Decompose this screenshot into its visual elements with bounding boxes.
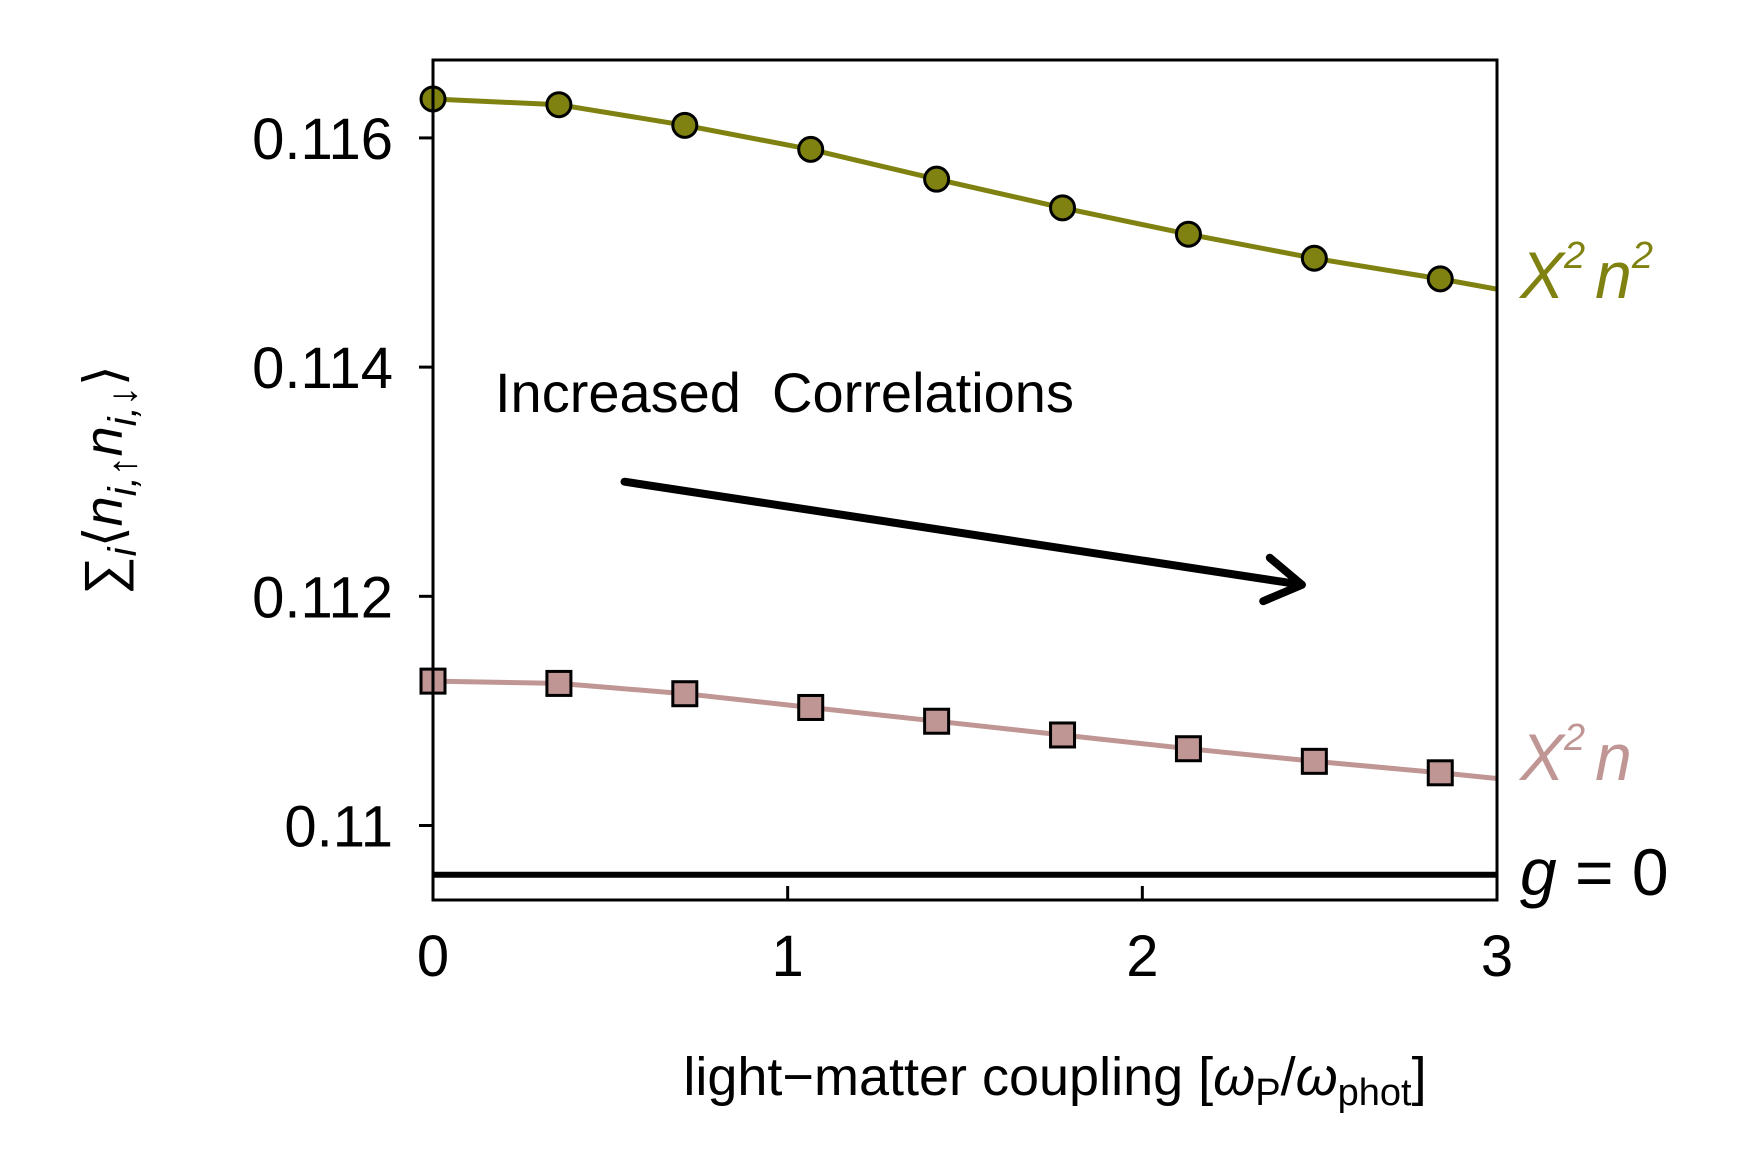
x-axis-title: light−matter coupling [ωP/ωphot] <box>683 1047 1426 1114</box>
series-label-x2n2: X2 n2 <box>1518 235 1653 312</box>
data-point <box>1049 194 1077 222</box>
plot-frame <box>431 58 1499 902</box>
x-tick-label: 1 <box>772 924 804 989</box>
annotation-arrow-head <box>1259 553 1306 606</box>
data-point <box>1174 220 1202 248</box>
series-label-x2n: X2 n <box>1518 717 1632 794</box>
series-line-1 <box>433 678 1497 781</box>
data-point <box>1049 721 1077 749</box>
y-tick-label: 0.116 <box>252 107 393 172</box>
series-line-0 <box>433 96 1497 292</box>
data-point <box>1300 244 1328 272</box>
data-point <box>797 693 825 721</box>
y-tick-label: 0.112 <box>252 565 393 630</box>
data-point <box>671 111 699 139</box>
data-point <box>923 165 951 193</box>
data-point <box>1426 265 1454 293</box>
y-tick-label: 0.114 <box>252 336 393 401</box>
axes: 0 1 2 3 0.11 0.112 0.114 0.116 <box>252 58 1513 989</box>
y-axis-title: ∑i⟨ni,↑ni,↓⟩ <box>74 365 145 595</box>
data-point <box>1174 735 1202 763</box>
data-point <box>545 669 573 697</box>
annotation-arrow-shaft <box>620 477 1300 588</box>
series-label-g0: g = 0 <box>1520 835 1669 909</box>
data-point <box>671 680 699 708</box>
data-point <box>923 707 951 735</box>
data-point <box>545 91 573 119</box>
annotation-text: Increased Correlations <box>495 361 1074 424</box>
data-point <box>1300 747 1328 775</box>
x-tick-label: 0 <box>417 924 449 989</box>
x-tick-label: 3 <box>1481 924 1513 989</box>
data-point <box>1426 759 1454 787</box>
data-point <box>797 135 825 163</box>
y-tick-label: 0.11 <box>284 795 393 860</box>
plot-area <box>419 85 1497 878</box>
x-tick-label: 2 <box>1126 924 1158 989</box>
